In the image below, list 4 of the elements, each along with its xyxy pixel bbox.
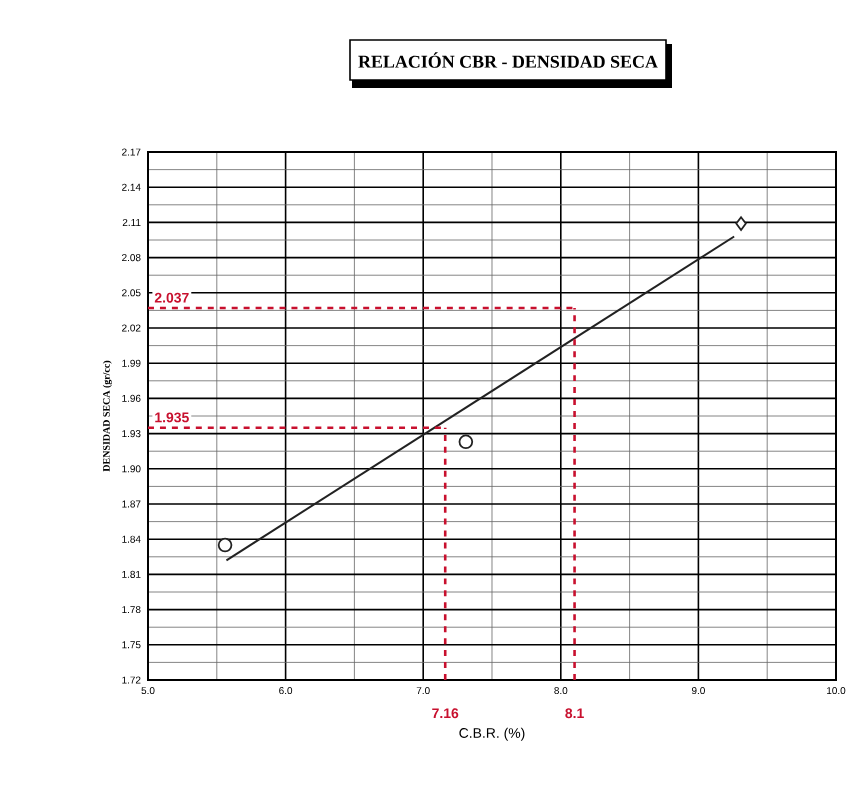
point — [458, 434, 474, 450]
point — [217, 537, 233, 553]
chart-title: RELACIÓN CBR - DENSIDAD SECA — [358, 52, 658, 68]
point — [735, 216, 747, 231]
